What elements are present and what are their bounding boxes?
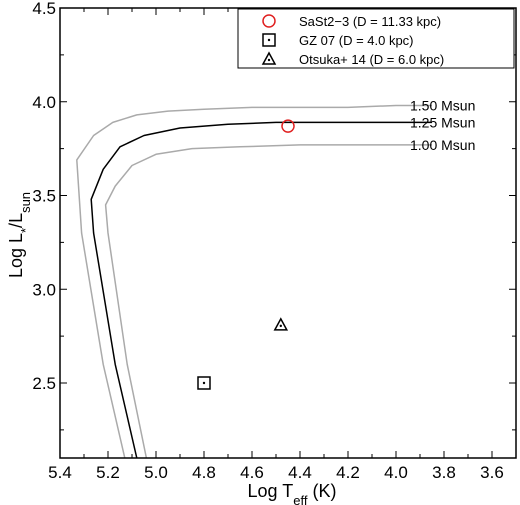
track-label-0: 1.50 Msun [410,98,475,114]
data-point-1 [197,376,211,390]
tracks-layer [76,104,432,458]
y-tick-label-3: 4.0 [32,93,56,112]
track-label-2: 1.00 Msun [410,137,475,153]
x-tick-label-0: 5.4 [48,463,72,482]
x-tick-label-7: 4.0 [384,463,408,482]
track-line-0 [76,104,432,458]
data-point-2-dot [279,324,282,328]
legend-marker-0 [262,14,276,28]
legend-label-2: Otsuka+ 14 (D = 6.0 kpc) [299,52,444,67]
legend-marker-2 [261,51,277,65]
y-tick-label-2: 3.5 [32,187,56,206]
legend-marker-1-dot [267,38,271,42]
x-tick-label-6: 4.2 [336,463,360,482]
x-tick-label-9: 3.6 [480,463,504,482]
legend-label-1: GZ 07 (D = 4.0 kpc) [299,33,414,48]
legend-label-0: SaSt2−3 (D = 11.33 kpc) [299,14,441,29]
y-axis-title-slash: /L [6,213,26,228]
points-layer [197,119,295,390]
y-axis-title-star: * [18,228,33,233]
y-axis-title-sub: sun [18,192,33,213]
track-line-2 [104,144,432,458]
x-axis-title: Log Teff (K) [248,481,337,505]
legend-box [237,8,515,69]
y-tick-label-4: 4.5 [32,0,56,18]
x-axis-title-sub: eff [293,493,308,505]
plot-frame [59,7,517,459]
x-tick-label-5: 4.4 [288,463,312,482]
x-tick-label-8: 3.8 [432,463,456,482]
x-tick-label-1: 5.2 [96,463,120,482]
legend-marker-2-dot [267,58,271,62]
y-axis-title: Log L*/Lsun [6,192,33,278]
data-point-2 [273,317,289,331]
ticks-layer: 5.4 5.2 5.0 4.8 4.6 4.4 4.2 4.0 3.8 3.6 2.5 3.0 3.5 4… [32,0,516,482]
data-point-1-dot [202,381,206,385]
y-axis-title-main: Log L [6,233,26,278]
legend: SaSt2−3 (D = 11.33 kpc) GZ 07 (D = 4.0 kp… [237,8,515,69]
track-line-1 [90,121,432,458]
x-tick-label-4: 4.6 [240,463,264,482]
data-point-0 [281,119,295,133]
x-axis-title-unit: (K) [307,481,336,501]
x-axis-title-main: Log T [248,481,294,501]
track-label-1: 1.25 Msun [410,114,475,130]
y-tick-label-0: 2.5 [32,374,56,393]
x-tick-label-2: 5.0 [144,463,168,482]
legend-marker-1 [262,33,276,47]
y-tick-label-1: 3.0 [32,280,56,299]
x-tick-label-3: 4.8 [192,463,216,482]
